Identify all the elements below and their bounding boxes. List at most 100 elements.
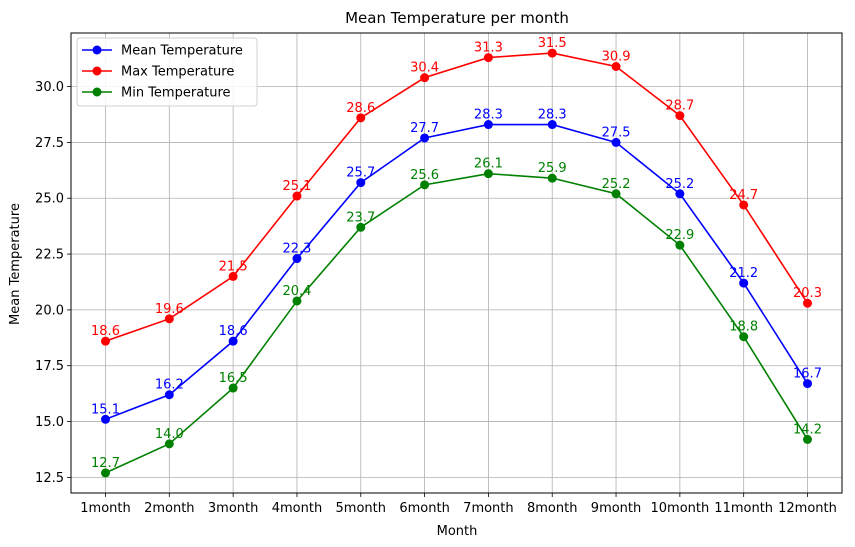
- series-max-temperature: 18.6 19.6 21.5 25.1 28.6 30.4 31.3 31.5 30.9 28.7…: [91, 36, 822, 346]
- y-tick-label: 15.0: [35, 415, 64, 430]
- data-point: [611, 189, 621, 199]
- data-label: 25.7: [346, 166, 375, 181]
- data-point: [547, 120, 557, 130]
- data-point: [739, 332, 749, 342]
- data-point: [420, 133, 430, 143]
- x-tick-label: 3month: [208, 501, 258, 516]
- series-mean-temperature: 15.1 16.2 18.6 22.3 25.7 27.7 28.3 28.3 27.5 25.2…: [91, 108, 822, 424]
- plot-frame: [70, 32, 843, 494]
- x-tick-label: 12month: [778, 501, 837, 516]
- data-label: 28.3: [538, 108, 567, 123]
- legend-marker: [92, 45, 102, 55]
- legend-label: Max Temperature: [121, 65, 234, 80]
- data-label: 22.9: [665, 228, 694, 243]
- data-label: 28.3: [474, 108, 503, 123]
- data-point: [547, 48, 557, 58]
- data-label: 20.4: [282, 284, 311, 299]
- data-label: 28.6: [346, 101, 375, 116]
- data-point: [356, 222, 366, 232]
- series-line: [105, 52, 809, 342]
- data-label: 16.2: [155, 378, 184, 393]
- series-group: 15.1 16.2 18.6 22.3 25.7 27.7 28.3 28.3 27.5 25.2…: [91, 36, 822, 478]
- y-axis-title: Mean Temperature: [8, 203, 23, 325]
- data-label: 14.2: [793, 422, 822, 437]
- x-tick-label: 6month: [399, 501, 449, 516]
- data-point: [675, 189, 685, 199]
- x-tick-label: 11month: [714, 501, 773, 516]
- data-label: 19.6: [155, 302, 184, 317]
- data-point: [483, 53, 493, 63]
- data-point: [739, 200, 749, 210]
- y-tick-label: 12.5: [35, 471, 64, 486]
- x-tick-label: 2month: [144, 501, 194, 516]
- data-point: [675, 240, 685, 250]
- y-tick-label: 30.0: [35, 80, 64, 95]
- data-label: 21.2: [729, 266, 758, 281]
- series-line: [105, 172, 809, 474]
- data-label: 15.1: [91, 402, 120, 417]
- data-point: [483, 169, 493, 179]
- data-point: [547, 173, 557, 183]
- data-point: [611, 137, 621, 147]
- data-point: [292, 254, 302, 264]
- data-label: 26.1: [474, 157, 503, 172]
- data-label: 24.7: [729, 188, 758, 203]
- data-point: [803, 298, 812, 308]
- x-axis-title: Month: [437, 524, 478, 539]
- data-point: [420, 73, 430, 83]
- axes: 1month 2month 3month 4month 5month 6month 7mon…: [35, 80, 837, 516]
- data-label: 22.3: [282, 242, 311, 257]
- data-label: 25.2: [665, 177, 694, 192]
- x-tick-label: 1month: [80, 501, 130, 516]
- legend-label: Mean Temperature: [121, 44, 243, 59]
- data-label: 25.6: [410, 168, 439, 183]
- data-point: [101, 414, 110, 424]
- data-label: 30.4: [410, 61, 439, 76]
- data-point: [101, 336, 110, 346]
- y-tick-label: 27.5: [35, 136, 64, 151]
- x-tick-label: 10month: [650, 501, 709, 516]
- data-point: [739, 278, 749, 288]
- data-label: 20.3: [793, 286, 822, 301]
- data-label: 31.3: [474, 41, 503, 56]
- data-point: [101, 468, 110, 478]
- data-label: 25.2: [602, 177, 631, 192]
- y-tick-label: 20.0: [35, 303, 64, 318]
- data-point: [164, 314, 174, 324]
- data-point: [611, 61, 621, 71]
- data-label: 12.7: [91, 456, 120, 471]
- data-label: 27.5: [602, 125, 631, 140]
- data-point: [228, 336, 238, 346]
- data-point: [292, 191, 302, 201]
- x-tick-label: 4month: [272, 501, 322, 516]
- data-point: [228, 271, 238, 281]
- data-label: 25.9: [538, 161, 567, 176]
- data-point: [675, 111, 685, 121]
- data-label: 16.7: [793, 367, 822, 382]
- data-label: 18.6: [219, 324, 248, 339]
- x-tick-label: 8month: [527, 501, 577, 516]
- data-point: [164, 439, 174, 449]
- data-label: 23.7: [346, 210, 375, 225]
- data-label: 31.5: [538, 36, 567, 51]
- y-tick-label: 22.5: [35, 248, 64, 263]
- data-label: 21.5: [219, 259, 248, 274]
- data-label: 14.0: [155, 427, 184, 442]
- data-point: [228, 383, 238, 393]
- grid: [71, 33, 842, 493]
- x-tick-label: 5month: [336, 501, 386, 516]
- data-point: [420, 180, 430, 190]
- data-point: [356, 113, 366, 123]
- data-point: [164, 390, 174, 400]
- y-tick-label: 25.0: [35, 192, 64, 207]
- series-line: [105, 123, 809, 421]
- data-label: 18.6: [91, 324, 120, 339]
- data-point: [483, 120, 493, 130]
- data-label: 25.1: [282, 179, 311, 194]
- legend-box: [76, 37, 258, 107]
- data-label: 27.7: [410, 121, 439, 136]
- y-tick-label: 17.5: [35, 359, 64, 374]
- legend-label: Min Temperature: [121, 86, 231, 101]
- data-label: 18.8: [729, 320, 758, 335]
